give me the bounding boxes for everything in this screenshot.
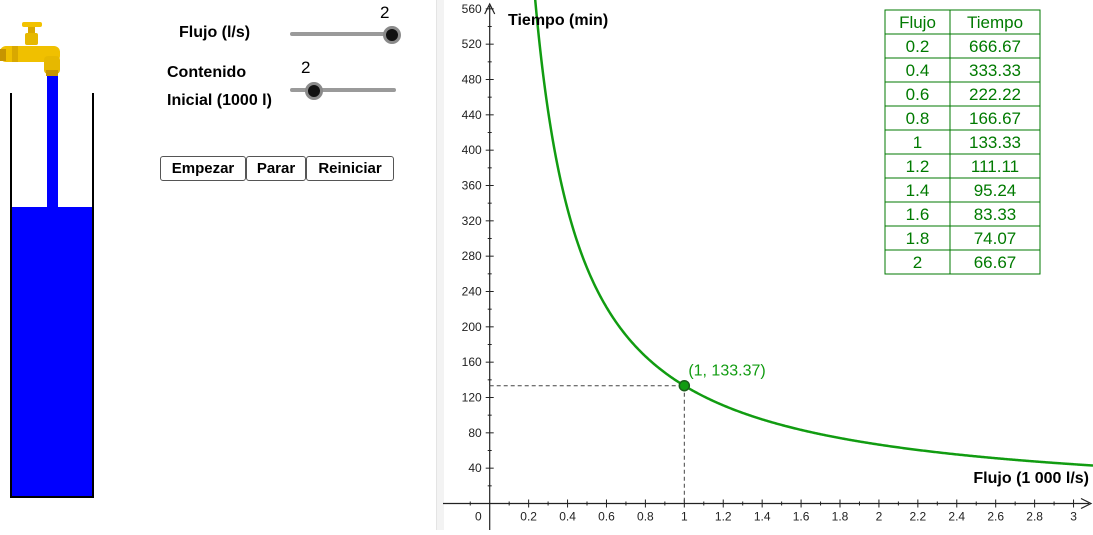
x-tick-label: 2.6 xyxy=(987,510,1004,524)
point-guides xyxy=(489,385,685,504)
tank-bottom xyxy=(10,496,94,498)
y-tick-label: 440 xyxy=(462,108,482,122)
x-tick-label: 1.8 xyxy=(832,510,849,524)
tank-right-wall xyxy=(92,93,94,498)
flow-slider-knob[interactable] xyxy=(383,26,401,44)
table-frame xyxy=(884,9,1041,275)
table-cell-flujo: 1.4 xyxy=(906,181,930,200)
table-cell-tiempo: 333.33 xyxy=(969,61,1021,80)
chart[interactable]: 0.2 0.4 0.6 0.8 1 1.2 1.4 1.6 1.8 2 2.2 2.4 2.6 2.8 3 4… xyxy=(443,0,1093,530)
point-label: (1, 133.37) xyxy=(688,363,765,380)
table-cell-tiempo: 74.07 xyxy=(974,229,1017,248)
y-tick-label: 160 xyxy=(462,355,482,369)
y-tick-label: 360 xyxy=(462,179,482,193)
y-axis-arrow xyxy=(484,2,496,15)
values-table: Flujo Tiempo 0.2 666.67 0.4 333.33 0.6 222.22 0.… xyxy=(884,9,1041,275)
table-header-tiempo: Tiempo xyxy=(967,13,1023,32)
y-tick-label: 120 xyxy=(462,391,482,405)
y-tick-label: 40 xyxy=(468,461,482,475)
curve-line[interactable] xyxy=(533,0,1093,467)
y-tick-label: 280 xyxy=(462,249,482,263)
table-cell-flujo: 2 xyxy=(913,253,922,272)
table-cell-tiempo: 66.67 xyxy=(974,253,1017,272)
table-cell-tiempo: 133.33 xyxy=(969,133,1021,152)
table-cell-flujo: 0.2 xyxy=(906,37,930,56)
start-button[interactable]: Empezar xyxy=(160,156,246,181)
x-tick-label: 0.2 xyxy=(520,510,537,524)
table-cell-tiempo: 83.33 xyxy=(974,205,1017,224)
content-slider-track[interactable] xyxy=(290,88,396,92)
table-cell-flujo: 0.8 xyxy=(906,109,930,128)
y-tick-label: 520 xyxy=(462,37,482,51)
y-tick-label: 480 xyxy=(462,73,482,87)
content-slider-value: 2 xyxy=(301,58,311,77)
origin-label: 0 xyxy=(475,510,482,524)
x-tick-label: 1.6 xyxy=(793,510,810,524)
water-stream xyxy=(47,76,58,216)
table-cell-flujo: 1 xyxy=(913,133,922,152)
table-cell-flujo: 0.6 xyxy=(906,85,930,104)
faucet-icon xyxy=(0,22,60,76)
x-axis-arrow xyxy=(1080,497,1093,510)
y-tick-label: 560 xyxy=(462,2,482,16)
flow-slider-track[interactable] xyxy=(290,32,398,36)
x-tick-label: 2.8 xyxy=(1026,510,1043,524)
y-tick-label: 200 xyxy=(462,320,482,334)
x-tick-label: 0.8 xyxy=(637,510,654,524)
x-tick-label: 1.2 xyxy=(715,510,732,524)
table-cell-flujo: 1.2 xyxy=(906,157,930,176)
x-tick-label: 3 xyxy=(1070,510,1077,524)
x-tick-label: 2.4 xyxy=(948,510,965,524)
content-slider-label-line1: Contenido xyxy=(167,64,247,81)
table-cell-flujo: 1.8 xyxy=(906,229,930,248)
x-tick-label: 1.4 xyxy=(754,510,771,524)
flow-slider-value: 2 xyxy=(380,3,390,22)
curve-point[interactable] xyxy=(678,379,691,392)
y-tick-label: 400 xyxy=(462,143,482,157)
table-cell-tiempo: 666.67 xyxy=(969,37,1021,56)
content-slider-knob[interactable] xyxy=(305,82,323,100)
axes xyxy=(443,2,1093,530)
table-cell-flujo: 1.6 xyxy=(906,205,930,224)
table-cell-tiempo: 111.11 xyxy=(971,157,1019,176)
tank-left-wall xyxy=(10,93,12,498)
x-tick-label: 0.4 xyxy=(559,510,576,524)
y-tick-label: 240 xyxy=(462,285,482,299)
axis-ticks: 0.2 0.4 0.6 0.8 1 1.2 1.4 1.6 1.8 2 2.2 2.4 2.6 2.8 3 4… xyxy=(462,2,1078,524)
table-cell-tiempo: 166.67 xyxy=(969,109,1021,128)
x-axis-label: Flujo (1 000 l/s) xyxy=(973,470,1089,487)
content-slider-label-line2: Inicial (1000 l) xyxy=(167,92,272,109)
tank-water xyxy=(12,206,92,496)
x-tick-label: 1 xyxy=(681,510,688,524)
y-tick-label: 80 xyxy=(468,426,482,440)
x-tick-label: 2 xyxy=(876,510,883,524)
table-cell-tiempo: 222.22 xyxy=(969,85,1021,104)
flow-slider-label: Flujo (l/s) xyxy=(179,24,251,41)
table-header-flujo: Flujo xyxy=(899,13,936,32)
x-tick-label: 2.2 xyxy=(910,510,927,524)
y-tick-label: 320 xyxy=(462,214,482,228)
table-cell-flujo: 0.4 xyxy=(906,61,930,80)
control-panel: Flujo (l/s) 2 Contenido Inicial (1000 l)… xyxy=(0,0,436,530)
x-tick-label: 0.6 xyxy=(598,510,615,524)
graph-view[interactable]: 0.2 0.4 0.6 0.8 1 1.2 1.4 1.6 1.8 2 2.2 2.4 2.6 2.8 3 4… xyxy=(443,0,1093,530)
reset-button[interactable]: Reiniciar xyxy=(306,156,394,181)
table-cell-tiempo: 95.24 xyxy=(974,181,1017,200)
y-axis-label: Tiempo (min) xyxy=(508,12,608,29)
panel-divider[interactable] xyxy=(436,0,444,530)
stop-button[interactable]: Parar xyxy=(246,156,306,181)
